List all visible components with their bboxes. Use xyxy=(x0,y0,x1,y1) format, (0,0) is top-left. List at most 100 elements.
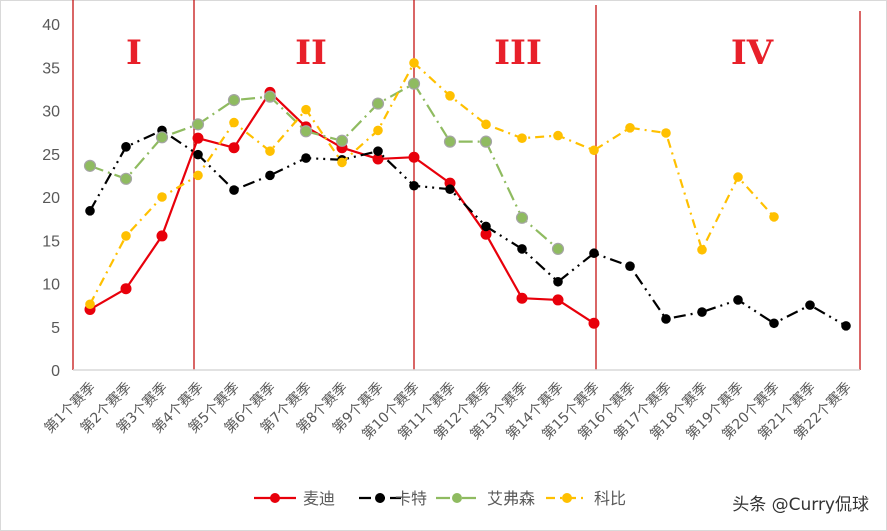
y-axis: 0 5 10 15 20 25 30 35 40 xyxy=(42,17,60,380)
data-point xyxy=(121,142,131,152)
data-point xyxy=(120,283,132,295)
series-3 xyxy=(85,58,779,310)
watermark: 头条 @Curry侃球 xyxy=(732,495,869,515)
data-point xyxy=(263,90,277,103)
data-point xyxy=(769,318,779,329)
y-tick-label: 15 xyxy=(42,233,60,250)
data-point xyxy=(228,142,240,154)
data-point xyxy=(443,135,457,148)
data-point xyxy=(227,94,241,107)
y-tick-label: 0 xyxy=(51,363,60,380)
legend-label: 麦迪 xyxy=(303,489,335,508)
data-point xyxy=(479,135,493,148)
data-point xyxy=(551,242,565,255)
series-0 xyxy=(84,86,600,329)
data-point xyxy=(553,276,563,287)
series-line xyxy=(89,82,559,250)
y-tick-label: 30 xyxy=(42,104,60,121)
series-1 xyxy=(85,125,851,331)
data-point xyxy=(407,77,421,90)
data-point xyxy=(589,248,599,259)
legend-label: 科比 xyxy=(594,489,626,508)
data-point xyxy=(229,117,239,128)
data-point xyxy=(409,58,419,68)
data-point xyxy=(733,295,743,305)
series-2 xyxy=(83,77,565,255)
data-point xyxy=(301,104,311,115)
data-point xyxy=(337,157,347,168)
data-point xyxy=(589,145,599,156)
data-point xyxy=(805,300,815,310)
region-label: III xyxy=(494,33,542,73)
y-tick-label: 20 xyxy=(42,190,60,207)
legend-item: 科比 xyxy=(546,489,626,508)
y-tick-label: 40 xyxy=(42,17,60,34)
legend-label: 卡特 xyxy=(395,489,427,508)
data-point xyxy=(697,244,707,255)
data-point xyxy=(155,131,169,144)
data-point xyxy=(697,307,707,317)
data-point xyxy=(661,128,671,138)
y-tick-label: 10 xyxy=(42,277,60,294)
data-point xyxy=(661,314,671,324)
series-group xyxy=(83,58,851,331)
data-point xyxy=(85,299,95,310)
legend-item: 麦迪 xyxy=(254,489,335,508)
data-point xyxy=(301,153,311,163)
data-point xyxy=(517,244,527,254)
data-point xyxy=(373,125,383,136)
y-tick-label: 5 xyxy=(51,320,60,337)
legend-item: 艾弗森 xyxy=(436,489,535,508)
data-point xyxy=(119,172,133,185)
data-point xyxy=(372,153,384,165)
data-point xyxy=(192,132,204,144)
legend-marker-icon xyxy=(270,493,280,503)
y-tick-label: 35 xyxy=(42,60,60,77)
series-line xyxy=(89,61,775,305)
data-point xyxy=(625,261,635,272)
region-label: I xyxy=(126,33,142,73)
data-point xyxy=(516,292,528,304)
data-point xyxy=(193,149,203,160)
data-point xyxy=(588,317,600,329)
data-point xyxy=(371,97,385,110)
data-point xyxy=(552,294,564,306)
data-point xyxy=(157,192,167,202)
data-point xyxy=(481,119,491,130)
data-point xyxy=(769,212,779,222)
legend-marker-icon xyxy=(452,493,462,503)
data-point xyxy=(373,146,383,156)
legend-marker-icon xyxy=(375,493,385,503)
region-label: IV xyxy=(731,33,774,73)
data-point xyxy=(85,206,95,216)
data-point xyxy=(733,172,743,182)
region-labels: I II III IV xyxy=(126,33,774,73)
y-tick-label: 25 xyxy=(42,147,60,164)
data-point xyxy=(553,130,563,141)
data-point xyxy=(335,134,349,147)
data-point xyxy=(299,125,313,138)
data-point xyxy=(409,180,419,191)
data-point xyxy=(445,90,455,101)
legend: 麦迪 卡特 艾弗森 科比 xyxy=(254,489,626,508)
data-point xyxy=(481,221,491,232)
legend-item: 卡特 xyxy=(359,489,427,508)
series-line xyxy=(89,129,847,327)
data-point xyxy=(229,185,239,195)
legend-marker-icon xyxy=(562,493,572,503)
data-point xyxy=(265,170,275,181)
data-point xyxy=(480,228,492,240)
x-axis: 第1个赛季第2个赛季第3个赛季第4个赛季第5个赛季第6个赛季第7个赛季第8个赛季… xyxy=(41,379,855,443)
data-point xyxy=(625,123,635,133)
data-point xyxy=(191,118,205,131)
data-point xyxy=(83,159,97,172)
data-point xyxy=(265,146,275,156)
legend-label: 艾弗森 xyxy=(487,489,535,508)
data-point xyxy=(841,321,851,331)
data-point xyxy=(445,184,455,195)
data-point xyxy=(515,211,529,224)
data-point xyxy=(408,151,420,163)
data-point xyxy=(193,170,203,181)
